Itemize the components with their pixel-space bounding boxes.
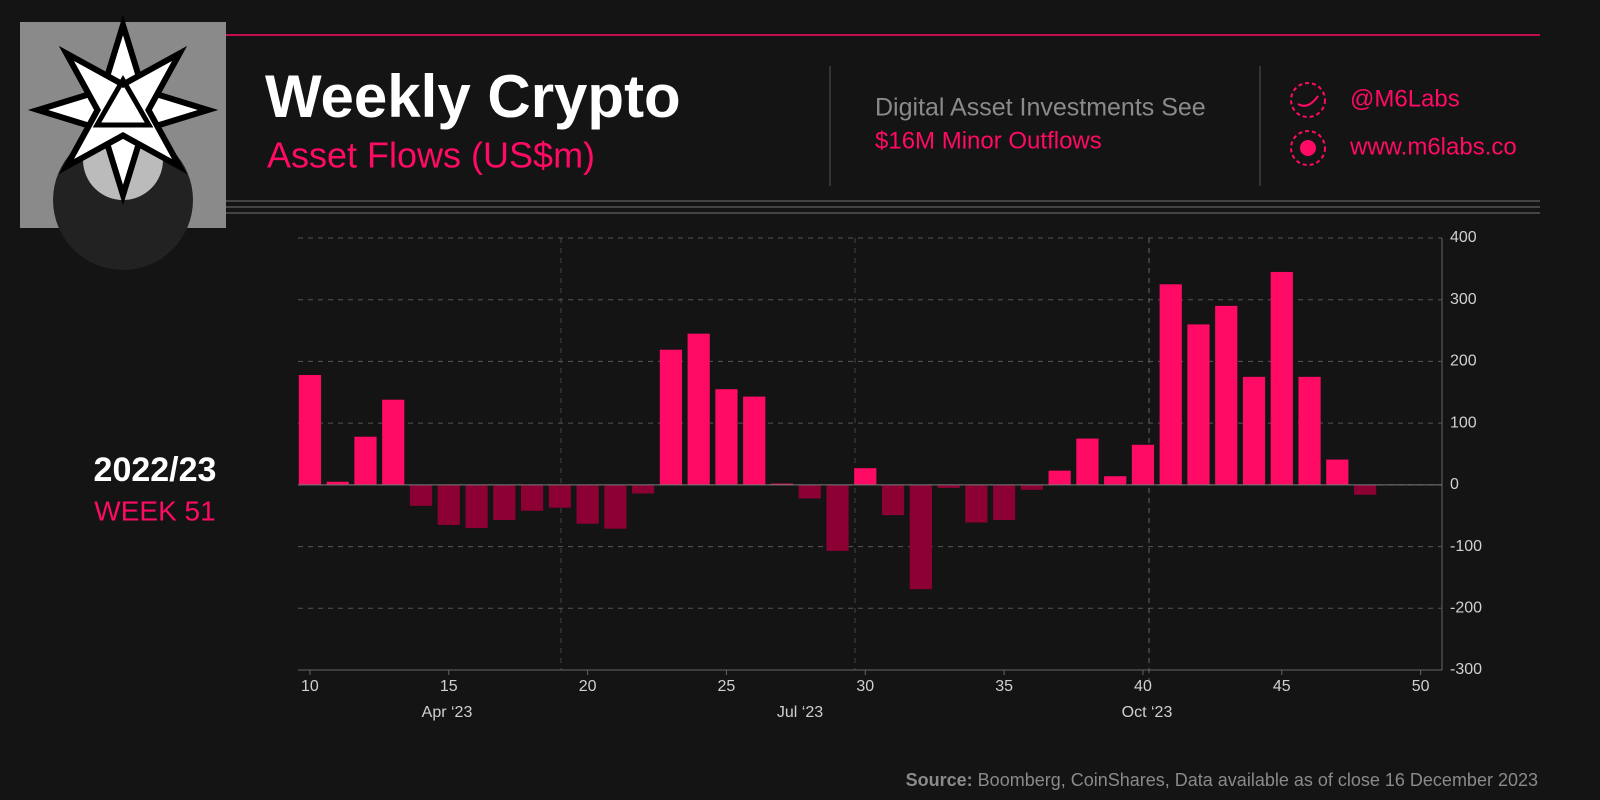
- bar: [937, 484, 960, 488]
- bar: [1270, 271, 1293, 485]
- bar: [1187, 324, 1210, 485]
- bar: [993, 484, 1016, 521]
- handle: @M6Labs: [1350, 85, 1460, 112]
- source-label: Source:: [906, 770, 973, 790]
- bar: [1298, 376, 1321, 485]
- bar: [1242, 376, 1266, 485]
- bar: [687, 333, 710, 485]
- bar: [1326, 459, 1349, 485]
- headline: Digital Asset Investments See: [875, 94, 1206, 122]
- bar: [409, 484, 433, 506]
- x-tick-label: 30: [856, 678, 874, 695]
- chart-title: Weekly Crypto: [265, 63, 681, 130]
- chart-subtitle: Asset Flows (US$m): [267, 135, 595, 176]
- bar: [1159, 284, 1182, 485]
- bar: [659, 349, 683, 485]
- month-label: Apr ‘23: [422, 704, 473, 721]
- y-tick-label: 100: [1450, 414, 1477, 431]
- bar: [520, 484, 544, 511]
- y-tick-label: -100: [1450, 538, 1482, 555]
- website: www.m6labs.co: [1349, 133, 1517, 160]
- bar: [326, 481, 349, 485]
- bar: [1076, 438, 1099, 485]
- period: 2022/23: [94, 451, 217, 489]
- x-tick-label: 25: [718, 678, 736, 695]
- bar: [604, 484, 627, 529]
- bar: [382, 399, 405, 485]
- x-tick-label: 15: [440, 678, 458, 695]
- y-tick-label: 0: [1450, 476, 1459, 493]
- bar: [632, 484, 655, 494]
- bar: [715, 389, 738, 485]
- x-tick-label: 45: [1273, 678, 1291, 695]
- week: WEEK 51: [94, 495, 215, 526]
- x-tick-label: 10: [301, 678, 319, 695]
- bar: [493, 484, 516, 521]
- bar: [437, 484, 460, 525]
- bar: [465, 484, 488, 529]
- bar: [548, 484, 571, 508]
- bar: [576, 484, 599, 524]
- source: Source: Boomberg, CoinShares, Data avail…: [906, 770, 1538, 790]
- bar: [854, 468, 877, 485]
- x-tick-label: 20: [579, 678, 597, 695]
- bar: [965, 484, 988, 523]
- y-tick-label: 200: [1450, 353, 1477, 370]
- bar: [798, 484, 821, 499]
- bar: [770, 483, 794, 485]
- bar: [1104, 476, 1127, 485]
- bar: [1131, 444, 1155, 485]
- bar: [298, 375, 322, 485]
- bar: [826, 484, 849, 551]
- bar: [909, 484, 932, 590]
- bar: [1353, 484, 1377, 495]
- bar: [1048, 470, 1071, 485]
- bar: [1215, 305, 1238, 485]
- x-tick-label: 35: [995, 678, 1013, 695]
- y-tick-label: -300: [1450, 661, 1482, 678]
- bar: [881, 484, 905, 516]
- y-tick-label: 400: [1450, 229, 1477, 246]
- logo: [20, 14, 226, 270]
- month-label: Jul ‘23: [777, 704, 823, 721]
- y-tick-label: 300: [1450, 291, 1477, 308]
- month-label: Oct ‘23: [1122, 704, 1173, 721]
- web-icon: [1290, 130, 1326, 166]
- source-text: Boomberg, CoinShares, Data available as …: [978, 770, 1538, 790]
- bar: [1020, 484, 1043, 490]
- bar: [354, 436, 377, 485]
- x-tick-label: 50: [1412, 678, 1430, 695]
- x-tick-label: 40: [1134, 678, 1152, 695]
- headline-highlight: $16M Minor Outflows: [875, 127, 1102, 154]
- bar: [743, 396, 766, 485]
- y-tick-label: -200: [1450, 600, 1482, 617]
- social-icon: [1290, 82, 1326, 118]
